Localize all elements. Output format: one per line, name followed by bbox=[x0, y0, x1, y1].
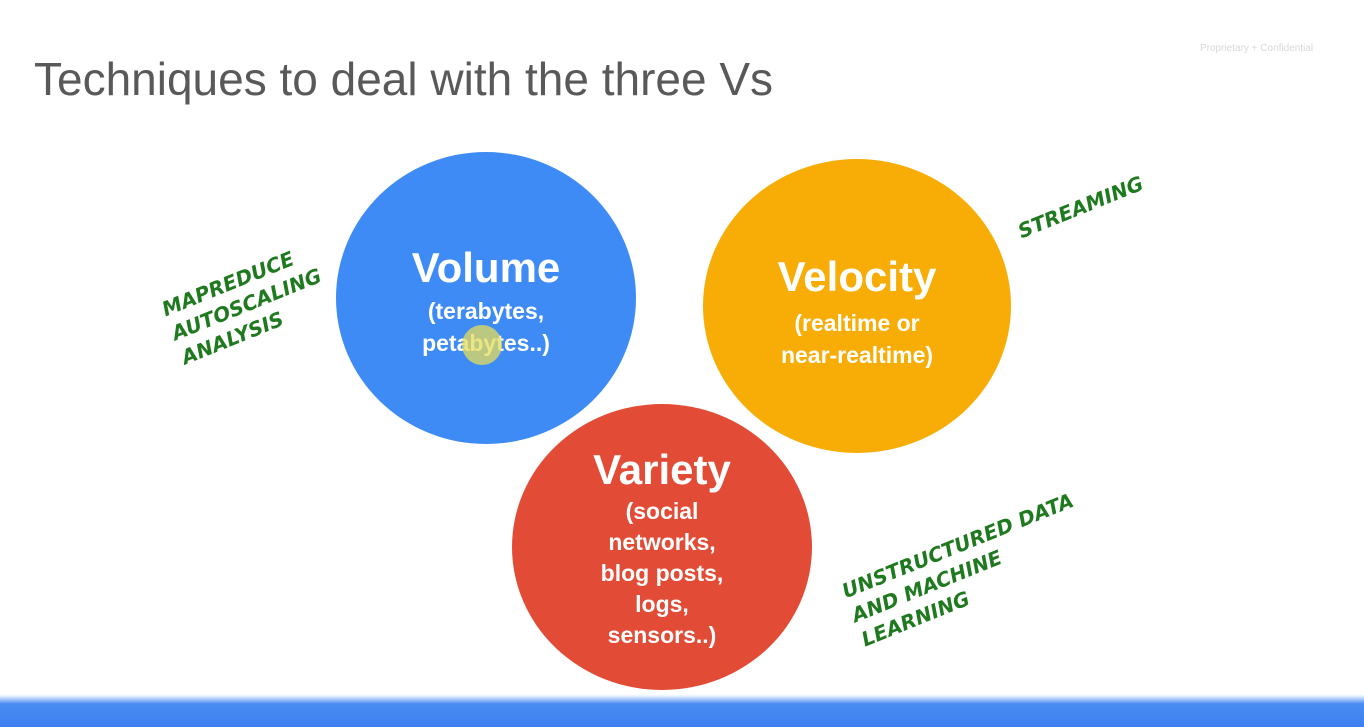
variety-handwritten-note: UNSTRUCTURED DATA AND MACHINE LEARNING bbox=[838, 488, 1077, 652]
velocity-detail: (realtime or near-realtime) bbox=[780, 310, 934, 368]
volume-circle: Volume (terabytes, petabytes..) bbox=[336, 152, 636, 444]
variety-detail: (social networks, blog posts, logs, sens… bbox=[600, 498, 724, 648]
volume-handwritten-note: MAPREDUCE AUTOSCALING ANALYSIS bbox=[158, 246, 325, 370]
velocity-label: Velocity bbox=[777, 253, 937, 300]
variety-label: Variety bbox=[593, 446, 731, 493]
confidential-label: Proprietary + Confidential bbox=[1200, 43, 1314, 54]
velocity-handwritten-note: STREAMING bbox=[1014, 171, 1147, 244]
volume-label: Volume bbox=[411, 244, 561, 291]
velocity-circle: Velocity (realtime or near-realtime) bbox=[703, 159, 1011, 453]
variety-circle: Variety (social networks, blog posts, lo… bbox=[512, 404, 812, 690]
cursor-highlight bbox=[462, 325, 502, 365]
footer-bar bbox=[0, 694, 1364, 727]
slide-title: Techniques to deal with the three Vs bbox=[34, 53, 774, 105]
